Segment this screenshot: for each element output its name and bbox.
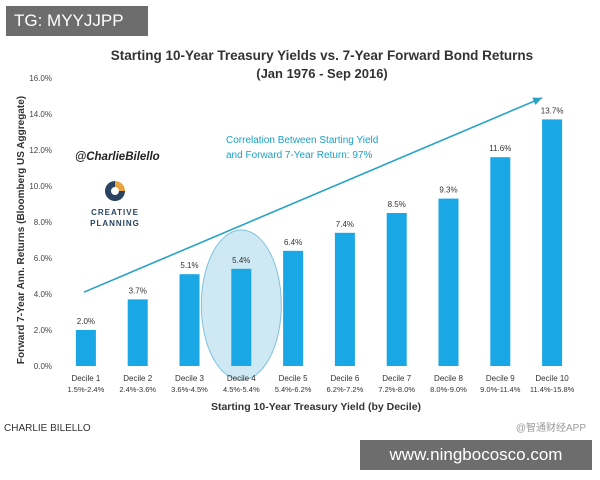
bar-value-label: 5.1% xyxy=(180,261,198,270)
correlation-annotation: Correlation Between Starting Yield and Fo… xyxy=(226,135,378,161)
bar-value-label: 5.4% xyxy=(232,256,250,265)
x-tick-range: 9.0%-11.4% xyxy=(480,385,521,394)
bar xyxy=(386,213,407,366)
bar xyxy=(179,274,200,366)
x-tick-label: Decile 6 xyxy=(330,374,359,383)
bar xyxy=(490,157,511,366)
bar-value-label: 3.7% xyxy=(129,286,147,295)
bars-layer: 2.0% 3.7% 5.1% 5.4% 6.4% 7.4% 8.5% 9.3% 11.6% 13.… xyxy=(75,106,564,367)
x-tick-label: Decile 8 xyxy=(434,374,463,383)
x-tick-range: 1.5%-2.4% xyxy=(68,385,105,394)
y-tick-label: 12.0% xyxy=(29,146,52,155)
bar xyxy=(75,330,96,366)
x-tick-label: Decile 10 xyxy=(535,374,569,383)
y-axis-label: Forward 7-Year Ann. Returns (Bloomberg U… xyxy=(16,96,27,364)
bar xyxy=(283,250,304,366)
app-watermark: @智通财经APP xyxy=(515,423,586,434)
x-tick-label: Decile 3 xyxy=(175,374,204,383)
logo-line-2: PLANNING xyxy=(90,219,140,228)
bottom-url-watermark: www.ningbocosco.com xyxy=(360,440,592,470)
x-tick-label: Decile 4 xyxy=(227,374,256,383)
bar-value-label: 2.0% xyxy=(77,317,95,326)
x-axis-ticks: Decile 1 1.5%-2.4% Decile 2 2.4%-3.6% Decile… xyxy=(68,374,575,394)
bar-value-label: 7.4% xyxy=(336,220,354,229)
trend-layer xyxy=(83,97,543,293)
annotation-line: and Forward 7-Year Return: 97% xyxy=(226,150,372,161)
bar-value-label: 9.3% xyxy=(439,186,457,195)
trend-line xyxy=(83,97,543,293)
bar xyxy=(438,198,459,366)
creative-planning-logo: CREATIVE PLANNING xyxy=(84,180,146,229)
x-tick-range: 2.4%-3.6% xyxy=(119,385,156,394)
x-tick-label: Decile 5 xyxy=(279,374,308,383)
x-tick-label: Decile 7 xyxy=(382,374,411,383)
y-tick-label: 4.0% xyxy=(34,290,52,299)
y-tick-label: 2.0% xyxy=(34,326,52,335)
bar xyxy=(334,232,355,366)
x-tick-label: Decile 2 xyxy=(123,374,152,383)
bar xyxy=(127,299,148,366)
x-tick-range: 8.0%-9.0% xyxy=(430,385,467,394)
bar-value-label: 13.7% xyxy=(541,106,564,115)
y-tick-label: 6.0% xyxy=(34,254,52,263)
bar xyxy=(542,119,563,367)
top-watermark: TG: MYYJJPP xyxy=(6,6,148,36)
y-tick-label: 16.0% xyxy=(29,74,52,83)
x-tick-range: 6.2%-7.2% xyxy=(327,385,364,394)
bar-value-label: 8.5% xyxy=(388,200,406,209)
x-tick-range: 11.4%-15.8% xyxy=(530,385,575,394)
source-label: CHARLIE BILELLO xyxy=(4,423,91,434)
y-tick-label: 14.0% xyxy=(29,110,52,119)
bar-value-label: 11.6% xyxy=(489,144,511,153)
logo-line-1: CREATIVE xyxy=(91,208,139,217)
bar xyxy=(231,268,252,366)
x-tick-label: Decile 9 xyxy=(486,374,515,383)
chart-subtitle: (Jan 1976 - Sep 2016) xyxy=(256,66,388,81)
creative-planning-logo-icon xyxy=(105,181,125,201)
x-tick-range: 5.4%-6.2% xyxy=(275,385,312,394)
x-axis-label: Starting 10-Year Treasury Yield (by Deci… xyxy=(211,401,421,413)
x-tick-range: 4.5%-5.4% xyxy=(223,385,260,394)
bar-value-label: 6.4% xyxy=(284,238,302,247)
y-axis-ticks: 0.0% 2.0% 4.0% 6.0% 8.0% 10.0% 12.0% 14.0% 16.0% xyxy=(29,74,52,371)
x-tick-label: Decile 1 xyxy=(71,374,100,383)
y-tick-label: 0.0% xyxy=(34,362,52,371)
annotation-line: Correlation Between Starting Yield xyxy=(226,135,378,146)
x-tick-range: 3.6%-4.5% xyxy=(171,385,208,394)
y-tick-label: 10.0% xyxy=(29,182,52,191)
author-handle: @CharlieBilello xyxy=(75,151,160,163)
x-tick-range: 7.2%-8.0% xyxy=(378,385,415,394)
y-tick-label: 8.0% xyxy=(34,218,52,227)
chart-title: Starting 10-Year Treasury Yields vs. 7-Y… xyxy=(111,48,533,63)
trend-arrowhead xyxy=(532,97,543,105)
